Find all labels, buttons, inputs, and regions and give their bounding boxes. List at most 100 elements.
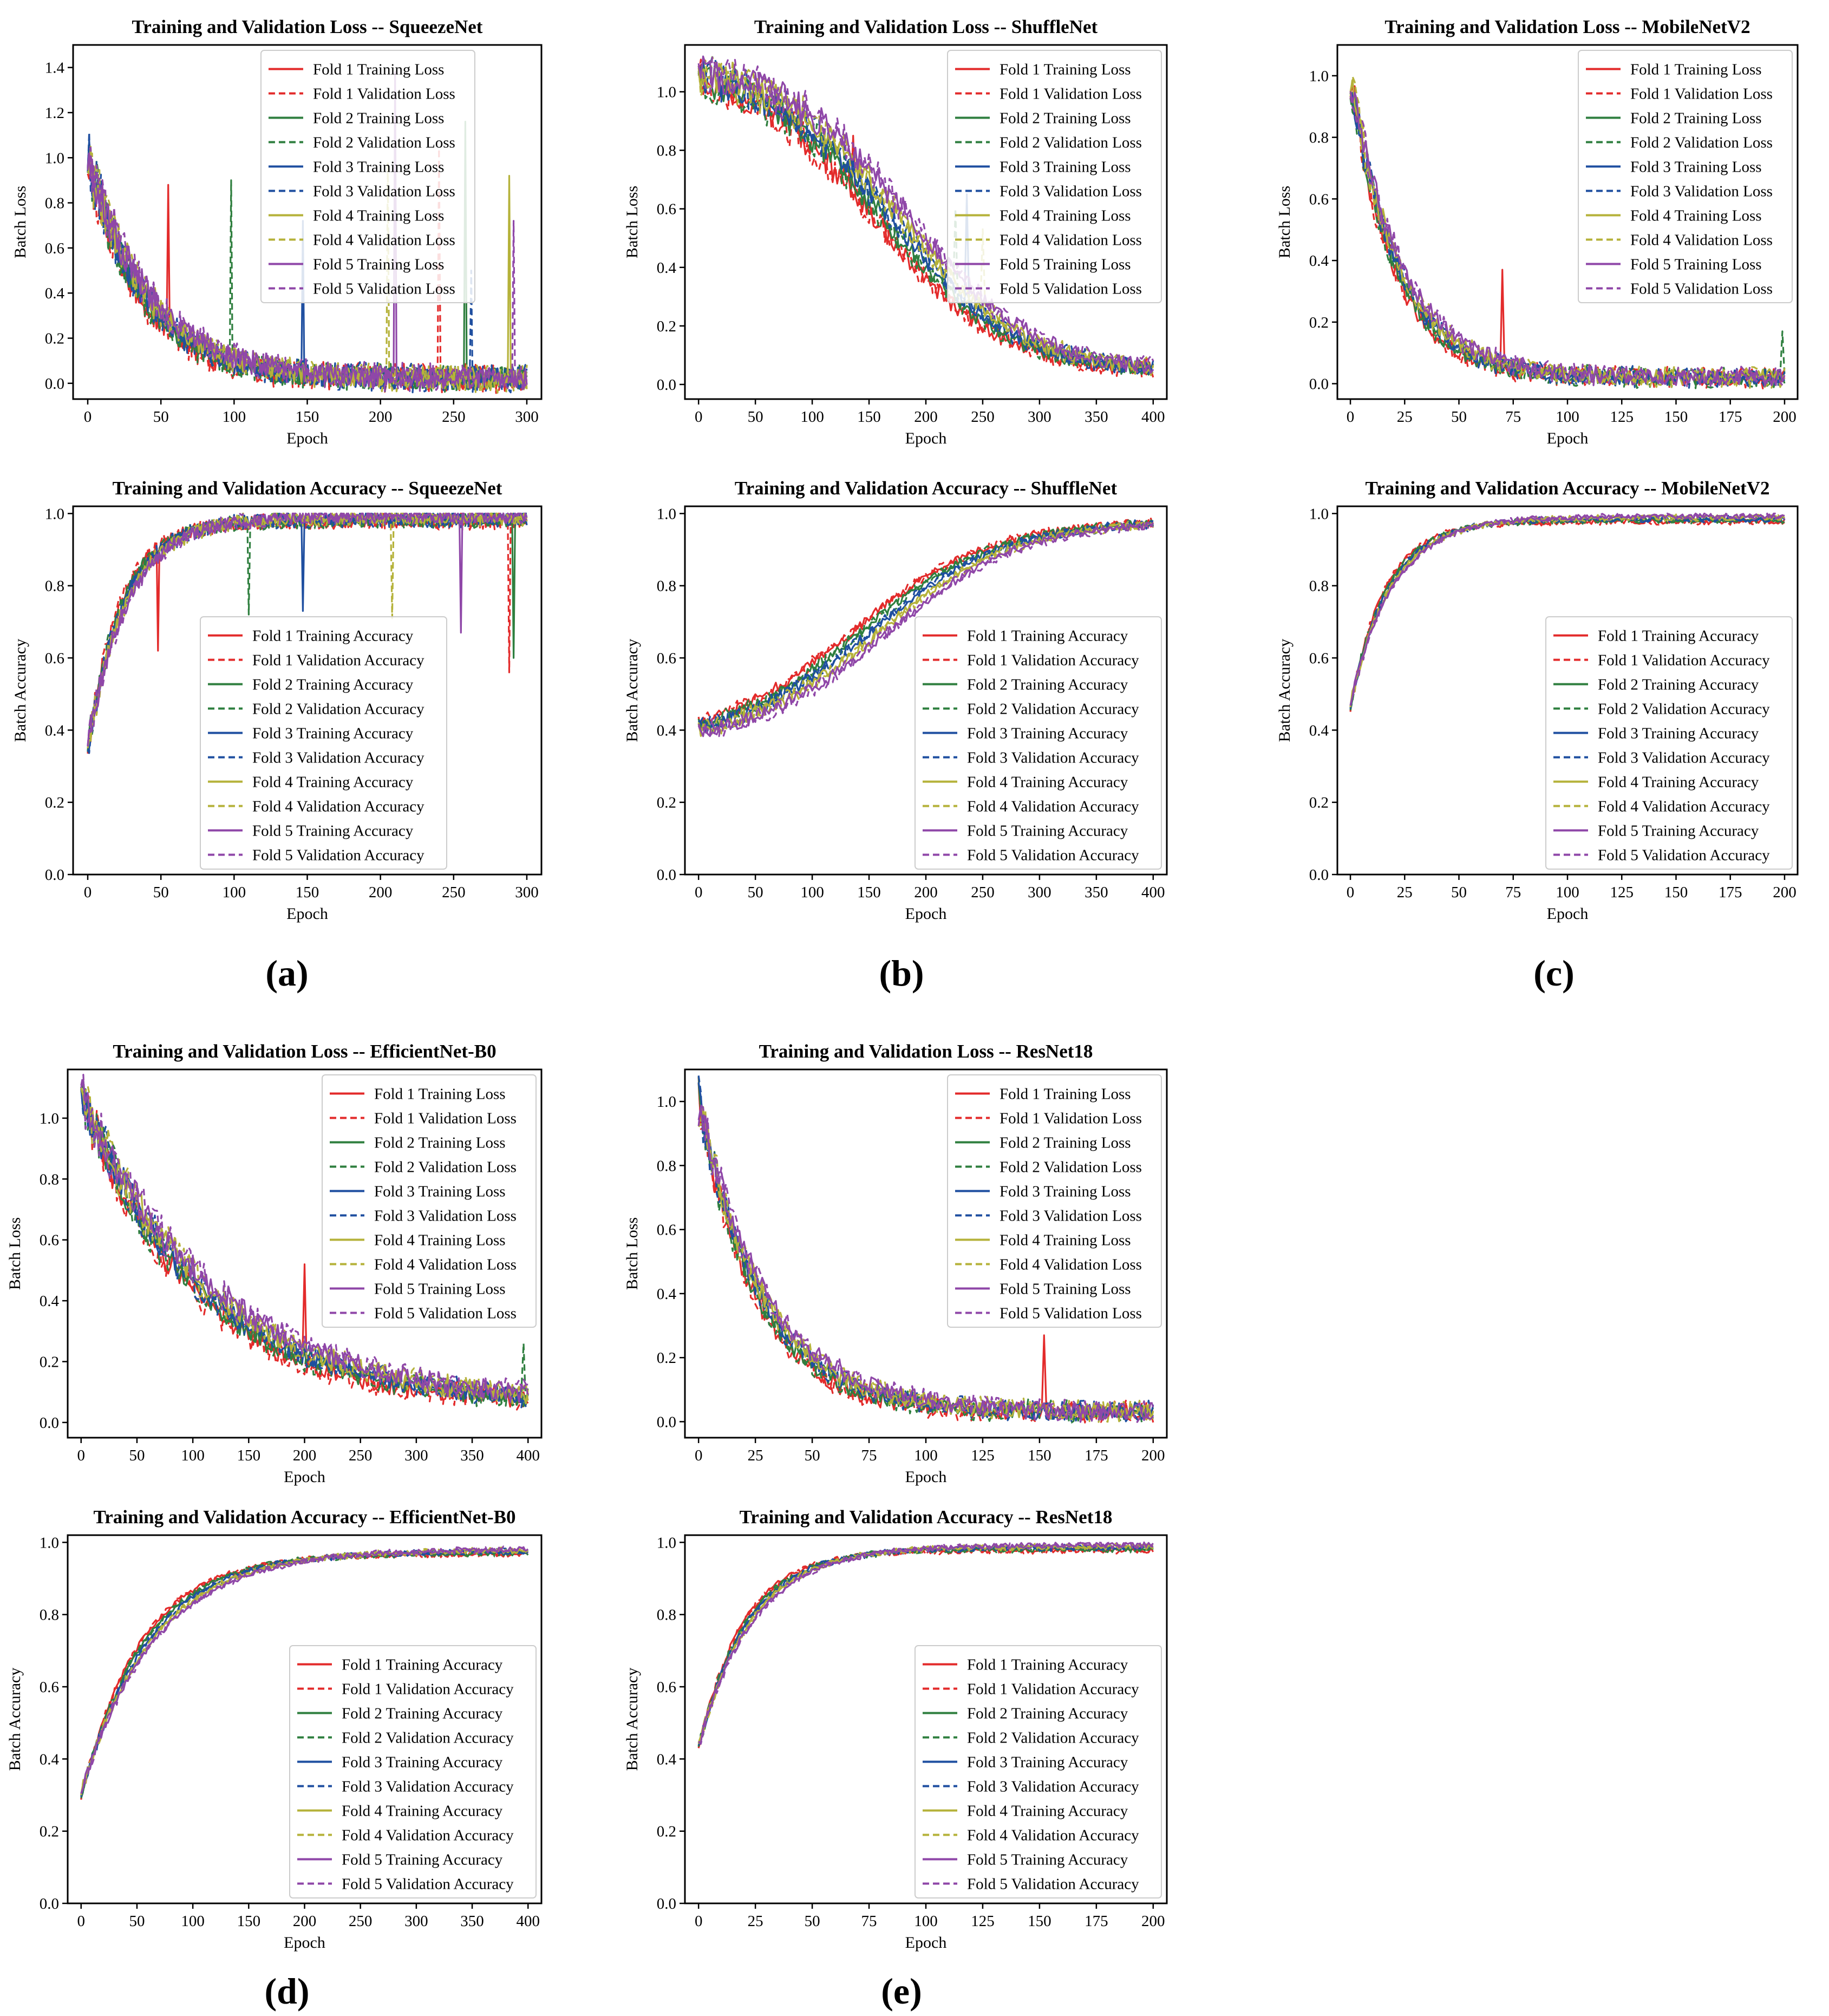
x-tick-label: 50	[1451, 884, 1467, 901]
legend-entry: Fold 3 Validation Loss	[1000, 183, 1142, 200]
legend-entry: Fold 2 Validation Loss	[1000, 134, 1142, 152]
legend-entry: Fold 2 Training Loss	[313, 110, 445, 127]
y-axis-label: Batch Accuracy	[11, 639, 29, 742]
x-tick-label: 50	[805, 1913, 820, 1930]
x-tick-label: 200	[369, 408, 393, 426]
legend-entry: Fold 2 Training Accuracy	[967, 676, 1128, 694]
y-tick-label: 1.0	[40, 1534, 59, 1551]
y-axis-label: Batch Accuracy	[1276, 639, 1294, 742]
x-tick-label: 100	[800, 884, 824, 901]
chart-resnet18-loss: Training and Validation Loss -- ResNet18…	[623, 1041, 1168, 1486]
y-tick-label: 0.2	[1309, 314, 1329, 331]
chart-title: Training and Validation Loss -- SqueezeN…	[132, 16, 483, 37]
chart-shufflenet-loss: Training and Validation Loss -- ShuffleN…	[623, 16, 1168, 447]
x-axis-label: Epoch	[284, 1468, 325, 1486]
series-line-fold-5-validation	[80, 1545, 528, 1794]
y-tick-label: 1.4	[45, 60, 65, 77]
series-line-fold-4-validation	[697, 519, 1154, 737]
y-tick-label: 0.0	[45, 375, 64, 393]
x-tick-label: 50	[129, 1447, 145, 1464]
legend-entry: Fold 4 Validation Loss	[313, 232, 455, 249]
y-tick-label: 0.4	[657, 722, 677, 739]
legend-entry: Fold 2 Validation Accuracy	[1598, 701, 1770, 718]
legend-entry: Fold 5 Validation Loss	[1000, 1305, 1142, 1322]
y-tick-label: 0.2	[657, 318, 676, 335]
x-tick-label: 75	[1505, 408, 1521, 426]
x-tick-label: 75	[861, 1913, 877, 1930]
legend-entry: Fold 2 Validation Accuracy	[967, 1730, 1139, 1747]
legend-entry: Fold 4 Training Accuracy	[967, 774, 1128, 791]
y-axis-label: Batch Loss	[11, 186, 29, 258]
x-tick-label: 250	[349, 1447, 373, 1464]
y-tick-label: 0.8	[1309, 578, 1329, 595]
x-tick-label: 0	[695, 1913, 703, 1930]
legend-entry: Fold 3 Training Loss	[313, 159, 445, 176]
legend-entry: Fold 5 Training Accuracy	[342, 1851, 503, 1869]
legend-entry: Fold 2 Training Loss	[1000, 1134, 1131, 1152]
x-tick-label: 350	[1085, 408, 1108, 426]
y-tick-label: 0.4	[40, 1751, 60, 1768]
x-tick-label: 150	[1664, 408, 1688, 426]
series-line-fold-1-validation	[697, 58, 1154, 379]
y-tick-label: 0.0	[40, 1895, 59, 1913]
y-tick-label: 0.0	[45, 866, 64, 884]
y-tick-label: 1.0	[45, 505, 64, 523]
x-tick-label: 150	[1664, 884, 1688, 901]
legend-entry: Fold 1 Training Accuracy	[1598, 628, 1759, 645]
x-tick-label: 25	[1397, 408, 1413, 426]
series-line-fold-3-validation	[87, 512, 527, 754]
y-tick-label: 0.2	[1309, 794, 1329, 812]
legend-entry: Fold 1 Training Accuracy	[252, 628, 414, 645]
x-tick-label: 0	[695, 884, 703, 901]
x-tick-label: 250	[442, 408, 466, 426]
y-tick-label: 0.4	[657, 1751, 677, 1768]
legend-entry: Fold 2 Training Accuracy	[967, 1705, 1128, 1723]
legend-entry: Fold 4 Training Accuracy	[1598, 774, 1759, 791]
legend-entry: Fold 2 Validation Loss	[374, 1159, 517, 1176]
x-tick-label: 250	[442, 884, 466, 901]
legend: Fold 1 Training Loss Fold 1 Validation Lo…	[1578, 50, 1793, 303]
x-tick-label: 300	[404, 1447, 428, 1464]
y-tick-label: 1.0	[1309, 68, 1329, 85]
y-tick-label: 0.0	[1309, 376, 1329, 393]
legend-entry: Fold 2 Validation Accuracy	[252, 701, 424, 718]
legend-entry: Fold 5 Training Accuracy	[967, 823, 1128, 840]
x-tick-label: 100	[1556, 408, 1579, 426]
chart-efficientnet-b0-accuracy: Training and Validation Accuracy -- Effi…	[6, 1506, 543, 1952]
x-axis-label: Epoch	[284, 1934, 325, 1952]
x-tick-label: 150	[1028, 1447, 1051, 1464]
y-tick-label: 0.2	[657, 794, 676, 812]
legend-entry: Fold 4 Training Loss	[1000, 207, 1131, 225]
x-tick-label: 150	[237, 1913, 261, 1930]
x-tick-label: 175	[1719, 884, 1742, 901]
y-axis-label: Batch Loss	[6, 1217, 24, 1290]
series-line-fold-5-validation	[87, 146, 528, 393]
x-tick-label: 175	[1719, 408, 1742, 426]
panel-label: (e)	[881, 1971, 922, 2012]
chart-title: Training and Validation Accuracy -- Effi…	[93, 1506, 515, 1528]
series-group	[87, 512, 528, 754]
x-tick-label: 175	[1085, 1447, 1108, 1464]
chart-title: Training and Validation Accuracy -- ResN…	[740, 1506, 1113, 1528]
legend-entry: Fold 5 Validation Accuracy	[252, 847, 424, 864]
series-line-fold-5-validation	[1349, 96, 1785, 389]
y-tick-label: 0.6	[45, 650, 64, 667]
legend-entry: Fold 4 Training Accuracy	[252, 774, 414, 791]
x-tick-label: 300	[404, 1913, 428, 1930]
x-tick-label: 50	[805, 1447, 820, 1464]
y-tick-label: 0.6	[657, 650, 676, 667]
series-line-fold-5-validation	[697, 1541, 1153, 1745]
series-line-fold-5-validation	[697, 56, 1154, 374]
x-tick-label: 25	[748, 1913, 763, 1930]
chart-title: Training and Validation Accuracy -- Sque…	[113, 478, 502, 499]
x-tick-label: 125	[1610, 884, 1634, 901]
legend-entry: Fold 3 Training Accuracy	[1598, 725, 1759, 742]
y-tick-label: 1.2	[45, 105, 64, 122]
chart-mobilenetv2-accuracy: Training and Validation Accuracy -- Mobi…	[1276, 478, 1799, 923]
legend-entry: Fold 4 Validation Accuracy	[1598, 798, 1770, 815]
x-tick-label: 350	[460, 1447, 484, 1464]
legend-entry: Fold 3 Validation Loss	[1000, 1208, 1142, 1225]
x-tick-label: 300	[515, 408, 539, 426]
y-axis-label: Batch Loss	[623, 1217, 641, 1290]
y-tick-label: 0.4	[45, 722, 65, 739]
